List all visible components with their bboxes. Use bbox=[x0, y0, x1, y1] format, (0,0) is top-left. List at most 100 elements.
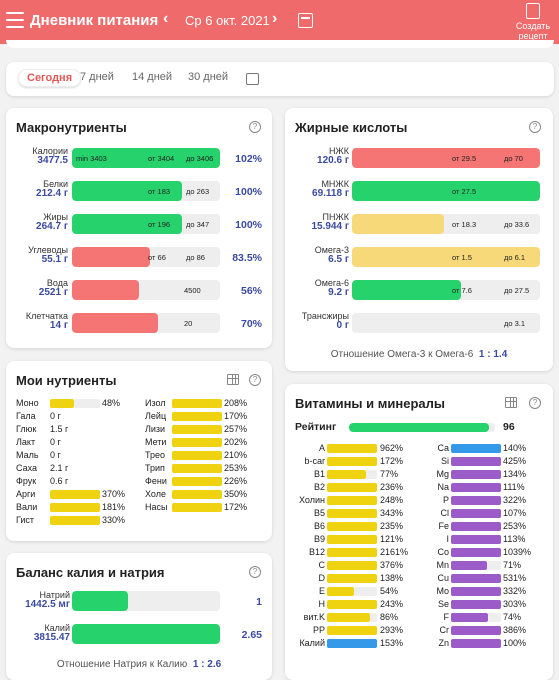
vitamin-value: 138% bbox=[380, 573, 404, 583]
nutrient-value: 257% bbox=[224, 424, 248, 434]
vitamin-bar-track bbox=[354, 587, 377, 596]
progress-bar: от 7.6 до 27.5 bbox=[352, 280, 540, 300]
nutrient-name: Глюк bbox=[16, 424, 37, 434]
range-marker: до 86 bbox=[186, 253, 205, 262]
nutrient-value: 1.5 г bbox=[50, 424, 69, 434]
tab-14-days[interactable]: 14 дней bbox=[132, 71, 173, 83]
nutrient-name: Трео bbox=[145, 450, 166, 460]
na-k-ratio-value: 1 : 2.6 bbox=[192, 659, 222, 670]
vitamin-value: 332% bbox=[503, 586, 527, 596]
nutrient-value: 14 г bbox=[49, 320, 68, 331]
tab-today[interactable]: Сегодня bbox=[18, 69, 82, 87]
nutrient-value: 370% bbox=[102, 489, 126, 499]
vitamin-value: 1039% bbox=[503, 547, 532, 557]
vitamin-value: 235% bbox=[380, 521, 404, 531]
nutrient-bar bbox=[50, 490, 100, 499]
nutrient-value: 212.4 г bbox=[36, 188, 68, 199]
nutrient-value: 208% bbox=[224, 398, 248, 408]
current-date[interactable]: Ср 6 окт. 2021 bbox=[185, 13, 270, 28]
mineral-label: Натрий 1442.5 мг bbox=[10, 590, 70, 610]
my-nutrients-card: Мои нутриенты ? Моно 48% Гала 0 г Глюк 1.5 г Л… bbox=[6, 361, 272, 541]
nutrient-name: Белки bbox=[43, 179, 68, 189]
progress-bar: до 3.1 bbox=[352, 313, 540, 333]
help-icon[interactable]: ? bbox=[529, 397, 541, 409]
vitamin-name: Cr bbox=[439, 625, 450, 635]
nutrient-bar bbox=[172, 503, 222, 512]
omega-ratio-value: 1 : 1.4 bbox=[478, 349, 508, 360]
progress-bar: от 29.5 до 70 bbox=[352, 148, 540, 168]
vitamin-bar bbox=[327, 587, 354, 596]
vitamin-value: 140% bbox=[503, 443, 527, 453]
nutrient-bar bbox=[172, 477, 222, 486]
vitamin-name: Zn bbox=[438, 638, 449, 648]
help-icon[interactable]: ? bbox=[249, 374, 261, 386]
vitamin-bar bbox=[327, 470, 366, 479]
range-marker: от 66 bbox=[148, 253, 166, 262]
vitamin-name: B2 bbox=[313, 482, 325, 492]
omega-ratio-label: Отношение Омега-3 к Омега-6 bbox=[330, 349, 474, 360]
help-icon[interactable]: ? bbox=[249, 566, 261, 578]
help-icon[interactable]: ? bbox=[529, 121, 541, 133]
range-to: до 27.5 bbox=[504, 286, 530, 295]
nutrient-name: Фрук bbox=[16, 476, 37, 486]
nutrient-name: Вода bbox=[46, 278, 68, 288]
acid-value: 6.5 г bbox=[328, 254, 349, 265]
range-marker: от 3404 bbox=[148, 154, 175, 163]
vitamin-value: 74% bbox=[503, 612, 522, 622]
acid-label: Трансжиры 0 г bbox=[289, 311, 349, 331]
vitamin-value: 107% bbox=[503, 508, 527, 518]
calendar-icon[interactable] bbox=[246, 73, 259, 85]
vitamin-value: 100% bbox=[503, 638, 527, 648]
vitamin-value: 243% bbox=[380, 599, 404, 609]
nutrient-value: 3477.5 bbox=[37, 155, 68, 166]
fatty-acids-card: Жирные кислоты ? Отношение Омега-3 к Оме… bbox=[285, 108, 553, 371]
vitamin-bar bbox=[451, 561, 487, 570]
tab-30-days[interactable]: 30 дней bbox=[188, 71, 229, 83]
header-strip bbox=[6, 40, 554, 48]
range-marker: от 183 bbox=[148, 187, 171, 196]
range-to: до 70 bbox=[504, 154, 523, 163]
vitamin-value: 386% bbox=[503, 625, 527, 635]
nutrient-value: 202% bbox=[224, 437, 248, 447]
nutrient-label: Калории 3477.5 bbox=[10, 146, 68, 166]
table-icon[interactable] bbox=[505, 397, 517, 408]
vitamin-name: Fe bbox=[438, 521, 449, 531]
progress-fill bbox=[352, 280, 462, 300]
calendar-icon[interactable] bbox=[298, 13, 313, 28]
vitamin-value: 153% bbox=[380, 638, 404, 648]
acid-name: Омега-3 bbox=[314, 245, 349, 255]
table-icon[interactable] bbox=[227, 374, 239, 385]
vitamin-bar bbox=[327, 444, 377, 453]
vitamin-bar bbox=[327, 574, 377, 583]
vitamin-name: PP bbox=[312, 625, 325, 635]
menu-icon[interactable] bbox=[6, 12, 24, 28]
percent-value: 56% bbox=[240, 285, 262, 297]
nutrient-name: Гала bbox=[16, 411, 36, 421]
nutrient-value: 0 г bbox=[50, 450, 61, 460]
range-marker: до 263 bbox=[186, 187, 210, 196]
next-day-button[interactable]: › bbox=[272, 10, 278, 27]
nutrient-name: Лизи bbox=[145, 424, 166, 434]
nutrient-name: Мети bbox=[145, 437, 167, 447]
progress-bar: от 1.5 до 6.1 bbox=[352, 247, 540, 267]
vitamin-bar bbox=[327, 548, 377, 557]
vitamin-bar-track bbox=[488, 613, 501, 622]
range-marker: min 3403 bbox=[76, 154, 107, 163]
vitamin-name: E bbox=[318, 586, 325, 596]
prev-day-button[interactable]: ‹ bbox=[163, 10, 169, 27]
create-recipe-button[interactable]: Создать рецепт bbox=[510, 3, 556, 41]
rating-bar bbox=[349, 423, 495, 432]
card-title: Макронутриенты bbox=[16, 120, 127, 135]
create-label-2: рецепт bbox=[518, 31, 548, 41]
progress-bar: 20 bbox=[72, 313, 220, 333]
help-icon[interactable]: ? bbox=[249, 121, 261, 133]
progress-bar: min 3403 от 3404 до 3406 bbox=[72, 148, 220, 168]
nutrient-name: Вали bbox=[16, 502, 38, 512]
tab-7-days[interactable]: 7 дней bbox=[80, 71, 114, 83]
nutrient-value: 48% bbox=[102, 398, 121, 408]
nutrient-name: Маль bbox=[16, 450, 39, 460]
vitamin-bar bbox=[451, 444, 501, 453]
rating-label: Рейтинг bbox=[295, 421, 337, 433]
progress-fill bbox=[72, 313, 158, 333]
nutrient-bar bbox=[172, 412, 222, 421]
